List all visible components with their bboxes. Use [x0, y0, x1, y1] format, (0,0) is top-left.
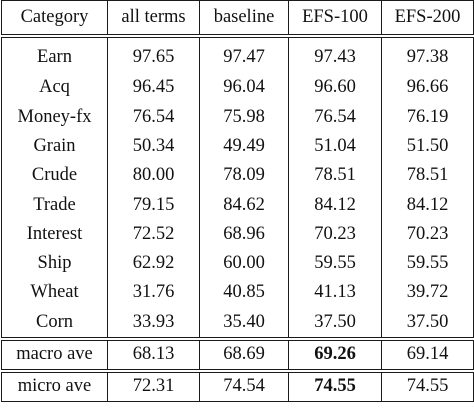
table-row: Corn 33.93 35.40 37.50 37.50 [1, 307, 474, 341]
category-cell: Interest [1, 219, 108, 249]
value-cell: 96.66 [381, 73, 474, 103]
value-cell: 78.51 [288, 160, 382, 191]
micro-average-row: micro ave 72.31 74.54 74.55 74.55 [1, 370, 474, 402]
column-header-category: Category [1, 0, 108, 38]
value-cell: 78.09 [199, 160, 289, 191]
value-cell: 74.54 [199, 370, 289, 402]
value-cell: 76.54 [107, 102, 200, 132]
category-cell: Money-fx [1, 102, 108, 132]
value-cell: 51.50 [381, 131, 474, 161]
column-header-baseline: baseline [199, 0, 289, 38]
category-cell: Crude [1, 160, 108, 191]
table-row: Grain 50.34 49.49 51.04 51.50 [1, 131, 474, 161]
best-value-cell: 74.55 [288, 370, 382, 402]
value-cell: 74.55 [381, 370, 474, 402]
value-cell: 31.76 [107, 278, 200, 308]
value-cell: 49.49 [199, 131, 289, 161]
value-cell: 51.04 [288, 131, 382, 161]
value-cell: 72.52 [107, 219, 200, 249]
value-cell: 72.31 [107, 370, 200, 402]
value-cell: 75.98 [199, 102, 289, 132]
category-cell: Trade [1, 190, 108, 220]
value-cell: 59.55 [288, 248, 382, 279]
value-cell: 97.38 [381, 36, 474, 73]
value-cell: 59.55 [381, 248, 474, 279]
column-header-efs-200: EFS-200 [381, 0, 474, 38]
value-cell: 80.00 [107, 160, 200, 191]
table-row: Money-fx 76.54 75.98 76.54 76.19 [1, 102, 474, 132]
value-cell: 70.23 [288, 219, 382, 249]
value-cell: 40.85 [199, 278, 289, 308]
value-cell: 96.04 [199, 73, 289, 103]
value-cell: 76.19 [381, 102, 474, 132]
table-row: Trade 79.15 84.62 84.12 84.12 [1, 190, 474, 220]
category-cell: macro ave [1, 338, 108, 373]
value-cell: 69.14 [381, 338, 474, 373]
table-row: Ship 62.92 60.00 59.55 59.55 [1, 248, 474, 279]
category-cell: Earn [1, 36, 108, 73]
value-cell: 96.60 [288, 73, 382, 103]
category-cell: Ship [1, 248, 108, 279]
table-row: Earn 97.65 97.47 97.43 97.38 [1, 36, 474, 73]
table-row: Wheat 31.76 40.85 41.13 39.72 [1, 278, 474, 308]
value-cell: 97.43 [288, 36, 382, 73]
value-cell: 33.93 [107, 307, 200, 341]
column-header-all-terms: all terms [107, 0, 200, 38]
value-cell: 68.96 [199, 219, 289, 249]
value-cell: 97.65 [107, 36, 200, 73]
table-row: Acq 96.45 96.04 96.60 96.66 [1, 73, 474, 103]
value-cell: 37.50 [381, 307, 474, 341]
value-cell: 84.12 [381, 190, 474, 220]
value-cell: 78.51 [381, 160, 474, 191]
macro-average-row: macro ave 68.13 68.69 69.26 69.14 [1, 338, 474, 373]
value-cell: 76.54 [288, 102, 382, 132]
value-cell: 68.13 [107, 338, 200, 373]
value-cell: 60.00 [199, 248, 289, 279]
value-cell: 62.92 [107, 248, 200, 279]
value-cell: 97.47 [199, 36, 289, 73]
value-cell: 84.62 [199, 190, 289, 220]
header-row: Category all terms baseline EFS-100 EFS-… [1, 0, 474, 38]
value-cell: 68.69 [199, 338, 289, 373]
best-value-cell: 69.26 [288, 338, 382, 373]
results-table: Category all terms baseline EFS-100 EFS-… [1, 0, 474, 402]
value-cell: 35.40 [199, 307, 289, 341]
category-cell: Acq [1, 73, 108, 103]
table-row: Crude 80.00 78.09 78.51 78.51 [1, 160, 474, 191]
column-header-efs-100: EFS-100 [288, 0, 382, 38]
value-cell: 79.15 [107, 190, 200, 220]
value-cell: 96.45 [107, 73, 200, 103]
value-cell: 84.12 [288, 190, 382, 220]
category-cell: micro ave [1, 370, 108, 402]
value-cell: 39.72 [381, 278, 474, 308]
value-cell: 70.23 [381, 219, 474, 249]
table-row: Interest 72.52 68.96 70.23 70.23 [1, 219, 474, 249]
category-cell: Wheat [1, 278, 108, 308]
value-cell: 37.50 [288, 307, 382, 341]
value-cell: 50.34 [107, 131, 200, 161]
value-cell: 41.13 [288, 278, 382, 308]
category-cell: Corn [1, 307, 108, 341]
category-cell: Grain [1, 131, 108, 161]
